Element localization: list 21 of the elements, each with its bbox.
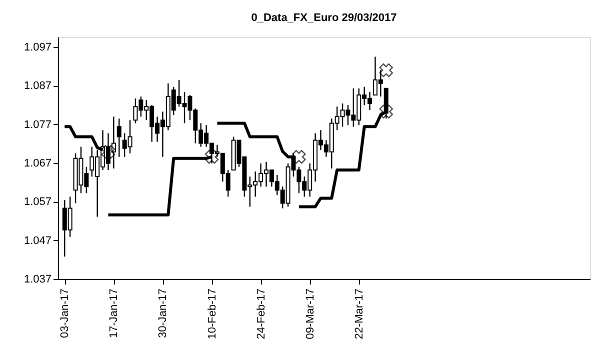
point (101, 144, 116, 159)
x-tick-label: 10-Feb-17 (206, 288, 218, 340)
y-tick-label: 1.097 (24, 42, 52, 54)
x-tick-label: 30-Jan-17 (157, 288, 170, 338)
point (379, 63, 393, 78)
chart-title: 0_Data_FX_Euro 29/03/2017 (251, 12, 397, 24)
x-tick-label: 09-Mar-17 (304, 288, 316, 340)
y-tick-label: 1.057 (24, 196, 52, 208)
point (292, 150, 306, 164)
x-tick-label: 22-Mar-17 (353, 288, 366, 340)
y-tick-label: 1.037 (24, 274, 52, 286)
y-tick-label: 1.077 (24, 118, 52, 131)
x-tick-label: 17-Jan-17 (108, 288, 120, 338)
point (204, 150, 219, 164)
point (379, 104, 393, 118)
y-tick-label: 1.047 (24, 234, 52, 247)
x-tick-label: 03-Jan-17 (59, 288, 72, 338)
y-tick-label: 1.067 (24, 158, 52, 170)
y-tick-label: 1.087 (24, 80, 52, 92)
candlestick (116, 118, 122, 158)
x-tick-label: 24-Feb-17 (255, 288, 268, 340)
